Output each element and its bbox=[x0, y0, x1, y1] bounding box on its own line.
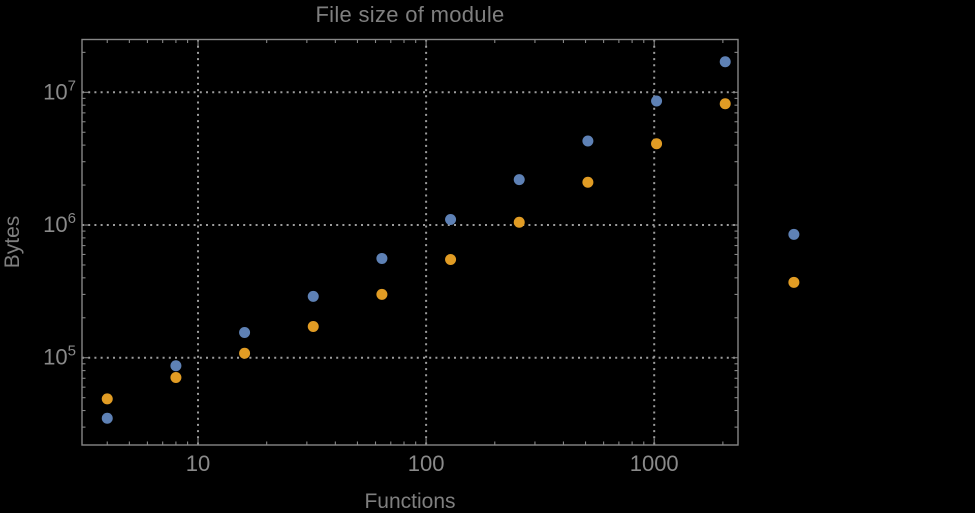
data-point-series-1-blue bbox=[376, 252, 388, 264]
data-point-series-2-orange bbox=[376, 288, 388, 300]
data-point-series-1-blue bbox=[445, 214, 457, 226]
data-point-series-1-blue bbox=[101, 412, 113, 424]
data-point-series-2-orange bbox=[513, 216, 525, 228]
data-point-series-2-orange bbox=[239, 347, 251, 359]
y-tick-label: 106 bbox=[43, 210, 76, 237]
x-tick-label: 10 bbox=[186, 451, 210, 476]
data-point-series-2-orange bbox=[651, 138, 663, 150]
y-axis-label: Bytes bbox=[1, 215, 24, 269]
y-tick-label: 105 bbox=[43, 343, 76, 370]
data-point-series-2-orange bbox=[307, 320, 319, 332]
data-point-series-2-orange bbox=[582, 176, 594, 188]
x-tick-label: 100 bbox=[408, 451, 445, 476]
data-point-series-2-orange bbox=[170, 371, 182, 383]
data-point-series-1-blue bbox=[582, 135, 594, 147]
x-tick-label: 1000 bbox=[630, 451, 679, 476]
data-point-series-1-blue bbox=[651, 95, 663, 107]
data-point-series-1-blue bbox=[719, 56, 731, 68]
x-axis-label: Functions bbox=[364, 490, 456, 513]
data-point-series-1-blue bbox=[788, 228, 800, 240]
plot-frame bbox=[81, 38, 739, 446]
data-point-series-1-blue bbox=[239, 326, 251, 338]
data-point-series-1-blue bbox=[513, 174, 525, 186]
data-point-series-1-blue bbox=[307, 290, 319, 302]
data-point-series-2-orange bbox=[719, 98, 731, 110]
data-point-series-2-orange bbox=[788, 276, 800, 288]
data-point-series-1-blue bbox=[170, 360, 182, 372]
chart-title: File size of module bbox=[315, 2, 505, 27]
data-point-series-2-orange bbox=[101, 393, 113, 405]
data-point-series-2-orange bbox=[445, 253, 457, 265]
y-tick-label: 107 bbox=[43, 77, 76, 104]
